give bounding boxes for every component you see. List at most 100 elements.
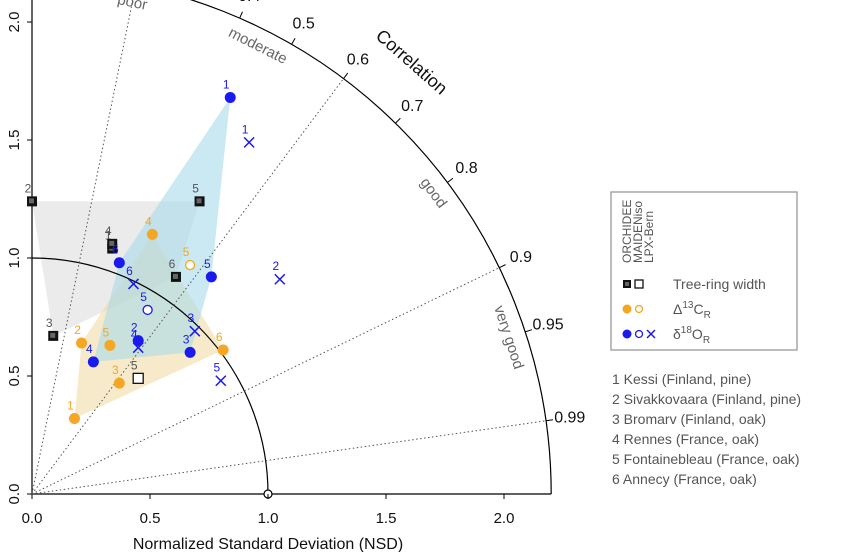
- corr-tick-mark-5: [343, 72, 349, 79]
- corr-tick-mark-7: [447, 177, 454, 183]
- point-label-s3-0: 5: [183, 245, 190, 259]
- point-label-s6-0: 1: [242, 122, 249, 136]
- point-s6-1: [274, 273, 286, 285]
- point-s2-2: [113, 377, 125, 389]
- point-s6-4-stroke-b: [215, 375, 227, 387]
- point-label-s6-5: 6: [126, 264, 133, 278]
- legend-label-2-tail: O: [692, 326, 703, 342]
- point-s4-2: [184, 346, 196, 358]
- point-label-s4-0: 1: [223, 78, 230, 92]
- point-label-s2-1: 2: [74, 323, 81, 337]
- point-label-s2-0: 1: [67, 398, 74, 412]
- point-s6-3: [132, 342, 144, 354]
- point-s1-0: [132, 372, 144, 385]
- legend-marker-1-0: [622, 304, 632, 314]
- point-label-s0-1: 2: [25, 181, 32, 195]
- point-s2-5: [217, 344, 229, 356]
- legend-label-2-base: δ: [673, 326, 681, 342]
- legend-marker-2-2: [646, 329, 656, 339]
- point-label-s4-5: 6: [112, 243, 119, 257]
- point-s6-4: [215, 375, 227, 387]
- point-label-s0-0: 1: [105, 229, 112, 243]
- point-s2-0: [68, 412, 80, 424]
- legend-model-1: MAIDENiso: [631, 201, 645, 263]
- legend-marker-0-1: [634, 279, 644, 289]
- corr-tick-label-8: 0.9: [510, 249, 532, 266]
- point-s6-3-stroke-b: [132, 342, 144, 354]
- point-label-s6-4: 5: [213, 361, 220, 375]
- quality-boundary-0: [31, 0, 134, 495]
- corr-tick-mark-9: [525, 329, 533, 333]
- point-s0-4-shade: [196, 198, 202, 204]
- legend-marker-0-0-shade: [625, 282, 629, 286]
- site-entry-2: 3 Bromarv (Finland, oak): [612, 411, 766, 427]
- legend-model-2: LPX-Bern: [642, 211, 656, 263]
- quality-boundary-2: [31, 267, 500, 495]
- point-label-s6-1: 2: [272, 259, 279, 273]
- legend-box: [610, 191, 798, 351]
- x-tick-label-0: 0.0: [22, 510, 43, 527]
- point-label-s2-3: 4: [145, 214, 152, 228]
- x-tick-label-3: 1.5: [376, 510, 397, 527]
- legend-marker-2-1: [634, 329, 644, 339]
- y-tick-label-1: 0.5: [6, 366, 23, 387]
- quality-label-1: moderate: [226, 24, 290, 68]
- point-s6-0-stroke-b: [243, 136, 255, 148]
- point-label-s2-5: 6: [216, 330, 223, 344]
- point-s6-2-stroke-b: [189, 325, 201, 337]
- point-s3-0: [184, 259, 196, 271]
- legend-marker-2-2-stroke-b: [646, 329, 656, 339]
- site-list: 1 Kessi (Finland, pine) 2 Sivakkovaara (F…: [612, 371, 801, 487]
- corr-tick-mark-4: [291, 38, 296, 45]
- point-label-s0-5: 6: [169, 257, 176, 271]
- legend-marker-1-1: [634, 304, 644, 314]
- legend-marker-2-0: [622, 329, 632, 339]
- corr-tick-mark-8: [499, 264, 506, 269]
- point-s6-5-stroke-b: [127, 278, 140, 290]
- legend-label-1-sub: R: [704, 310, 711, 321]
- point-s5-0: [142, 304, 153, 316]
- legend-label-1-base: Δ: [673, 301, 682, 317]
- point-label-s4-1: 2: [131, 321, 138, 335]
- diagram-frame: [27, 0, 554, 499]
- correlation-arc: [189, 0, 552, 495]
- corr-tick-mark-6: [395, 117, 401, 124]
- point-label-s4-2: 3: [183, 332, 190, 346]
- legend-label-2: δ18OR: [673, 325, 710, 346]
- point-label-s0-4: 5: [192, 181, 199, 195]
- point-label-s2-2: 3: [112, 363, 119, 377]
- legend-label-1-sup: 13: [682, 300, 694, 311]
- x-tick-label-2: 1.0: [258, 510, 279, 527]
- point-label-s5-0: 5: [140, 290, 147, 304]
- quality-boundary-1: [31, 78, 344, 495]
- point-s0-4: [194, 196, 205, 207]
- site-entry-0: 1 Kessi (Finland, pine): [612, 371, 751, 387]
- point-s6-2: [189, 325, 201, 337]
- legend-model-0: ORCHIDEE: [620, 200, 634, 263]
- legend-label-1: Δ13CR: [673, 300, 711, 321]
- point-s0-2-shade: [50, 332, 56, 338]
- corr-tick-label-9: 0.95: [532, 316, 563, 333]
- legend-marker-0-0: [623, 280, 631, 288]
- point-label-s4-3: 4: [86, 342, 93, 356]
- point-s0-5: [170, 271, 181, 282]
- point-s4-3: [87, 356, 99, 368]
- x-tick-label-1: 0.5: [140, 510, 161, 527]
- point-label-s0-3: 4: [105, 224, 112, 238]
- point-label-s6-2: 3: [187, 311, 194, 325]
- series-hull-4: [93, 97, 231, 362]
- point-s4-5: [113, 257, 125, 269]
- point-label-s1-0: 5: [131, 358, 138, 372]
- quality-label-0: poor: [116, 0, 149, 14]
- site-entry-5: 6 Annecy (France, oak): [612, 471, 757, 487]
- point-s4-1: [132, 335, 144, 347]
- point-s0-1: [27, 196, 37, 207]
- point-s4-0: [224, 92, 236, 104]
- point-label-s4-4: 5: [204, 257, 211, 271]
- point-label-s6-3: 4: [131, 328, 138, 342]
- corr-tick-label-6: 0.7: [401, 98, 423, 115]
- point-s2-3: [146, 228, 158, 240]
